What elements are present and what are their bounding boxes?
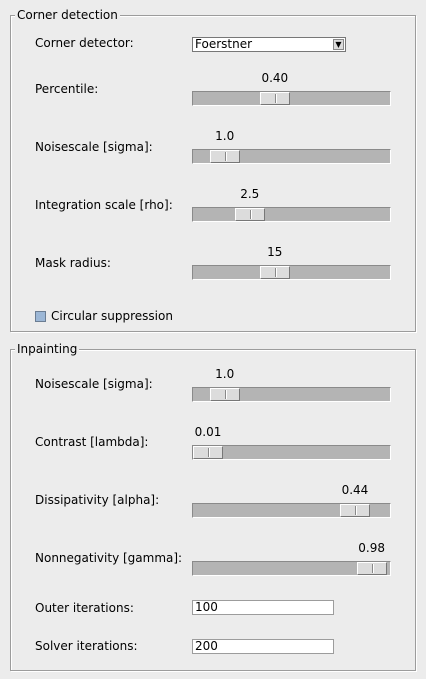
- slider-thumb[interactable]: [234, 208, 265, 221]
- dissipativity-slider[interactable]: 0.44: [192, 483, 391, 518]
- corner-detector-select[interactable]: Foerstner ▼: [192, 37, 346, 52]
- inpainting-group: Inpainting Noisescale [sigma]: 1.0 Contr…: [10, 342, 416, 671]
- dissipativity-label: Dissipativity [alpha]:: [35, 493, 160, 507]
- contrast-slider[interactable]: 0.01: [192, 425, 391, 460]
- integration-scale-label: Integration scale [rho]:: [35, 198, 173, 212]
- integration-scale-slider[interactable]: 2.5: [192, 187, 391, 222]
- inpaint-noisescale-slider[interactable]: 1.0: [192, 367, 391, 402]
- contrast-label: Contrast [lambda]:: [35, 435, 149, 449]
- corner-detector-value: Foerstner: [195, 37, 253, 51]
- contrast-value: 0.01: [194, 425, 222, 439]
- slider-trough[interactable]: [192, 207, 391, 222]
- checkbox-box[interactable]: [35, 310, 46, 322]
- slider-trough[interactable]: [192, 445, 391, 460]
- nonnegativity-label: Nonnegativity [gamma]:: [35, 551, 183, 565]
- slider-thumb[interactable]: [259, 266, 290, 279]
- solver-iterations-input[interactable]: 200: [192, 639, 334, 654]
- slider-thumb[interactable]: [209, 388, 240, 401]
- noisescale-slider[interactable]: 1.0: [192, 129, 391, 164]
- slider-trough[interactable]: [192, 265, 391, 280]
- group-title: Corner detection: [15, 8, 120, 22]
- inpaint-noisescale-label: Noisescale [sigma]:: [35, 377, 153, 391]
- nonnegativity-slider[interactable]: 0.98: [192, 541, 391, 576]
- percentile-slider[interactable]: 0.40: [192, 71, 391, 106]
- mask-radius-label: Mask radius:: [35, 256, 111, 270]
- slider-trough[interactable]: [192, 387, 391, 402]
- group-title: Inpainting: [15, 342, 80, 356]
- mask-radius-value: 15: [267, 245, 283, 259]
- solver-iterations-label: Solver iterations:: [35, 639, 138, 653]
- slider-thumb[interactable]: [193, 446, 223, 459]
- slider-thumb[interactable]: [209, 150, 240, 163]
- outer-iterations-label: Outer iterations:: [35, 601, 134, 615]
- slider-trough[interactable]: [192, 91, 391, 106]
- noisescale-value: 1.0: [215, 129, 235, 143]
- slider-thumb[interactable]: [339, 504, 370, 517]
- corner-detector-label: Corner detector:: [35, 36, 134, 50]
- inpaint-noisescale-value: 1.0: [215, 367, 235, 381]
- slider-trough[interactable]: [192, 561, 391, 576]
- nonnegativity-value: 0.98: [358, 541, 386, 555]
- mask-radius-slider[interactable]: 15: [192, 245, 391, 280]
- circular-suppression-checkbox[interactable]: Circular suppression: [35, 309, 173, 323]
- circular-suppression-label: Circular suppression: [51, 309, 173, 323]
- percentile-label: Percentile:: [35, 82, 99, 96]
- dissipativity-value: 0.44: [341, 483, 369, 497]
- chevron-down-icon[interactable]: ▼: [333, 39, 344, 50]
- percentile-value: 0.40: [261, 71, 289, 85]
- integration-scale-value: 2.5: [240, 187, 260, 201]
- slider-thumb[interactable]: [259, 92, 290, 105]
- slider-trough[interactable]: [192, 149, 391, 164]
- corner-detection-group: Corner detection Corner detector: Foerst…: [10, 8, 416, 332]
- slider-thumb[interactable]: [356, 562, 387, 575]
- noisescale-label: Noisescale [sigma]:: [35, 140, 153, 154]
- outer-iterations-input[interactable]: 100: [192, 600, 334, 615]
